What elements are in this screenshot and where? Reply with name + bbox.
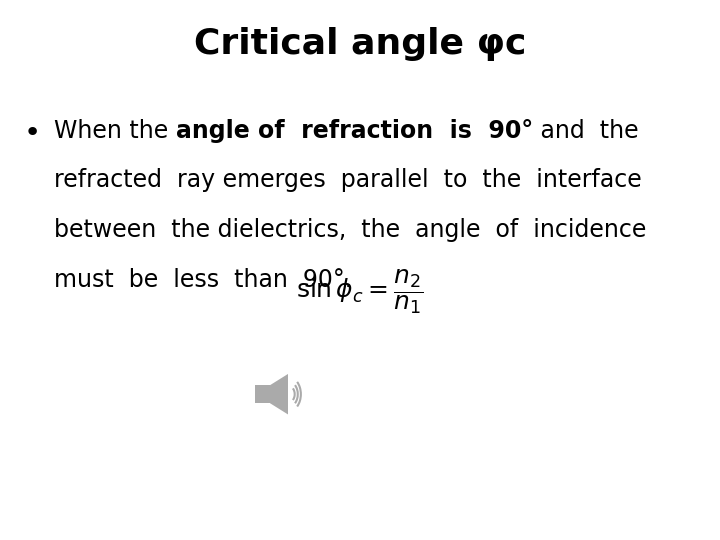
Text: angle of  refraction  is  90°: angle of refraction is 90° bbox=[176, 119, 533, 143]
Text: •: • bbox=[24, 119, 41, 147]
Polygon shape bbox=[270, 374, 288, 415]
Text: and  the: and the bbox=[533, 119, 639, 143]
Text: must  be  less  than  90°.: must be less than 90°. bbox=[54, 268, 352, 292]
Text: refracted  ray emerges  parallel  to  the  interface: refracted ray emerges parallel to the in… bbox=[54, 168, 642, 192]
Text: $\sin \phi_c = \dfrac{n_2}{n_1}$: $\sin \phi_c = \dfrac{n_2}{n_1}$ bbox=[297, 267, 423, 316]
Polygon shape bbox=[255, 385, 270, 403]
Text: When the: When the bbox=[54, 119, 176, 143]
Text: Critical angle φc: Critical angle φc bbox=[194, 27, 526, 61]
Text: between  the dielectrics,  the  angle  of  incidence: between the dielectrics, the angle of in… bbox=[54, 218, 647, 242]
